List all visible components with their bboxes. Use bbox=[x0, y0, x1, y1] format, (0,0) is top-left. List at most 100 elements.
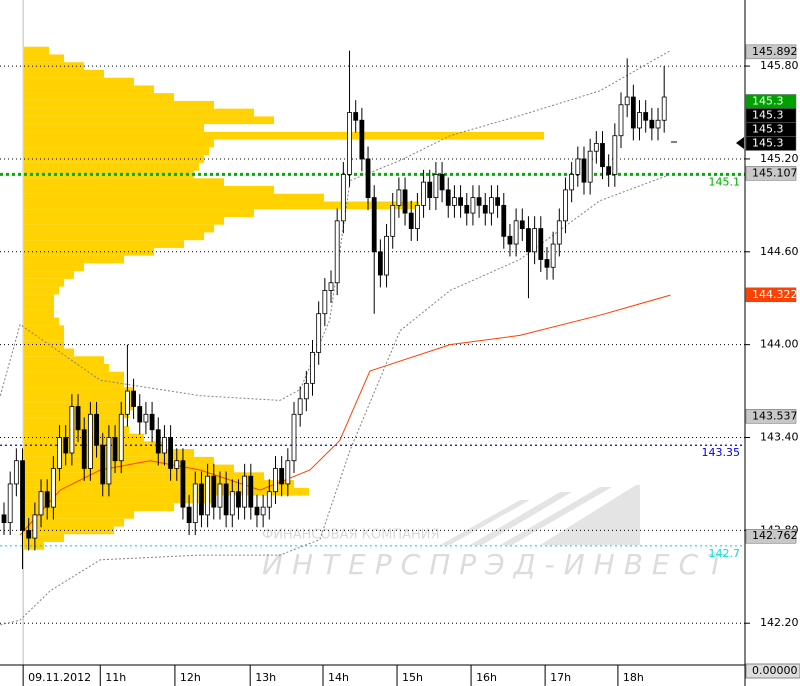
x-tick-label: 13h bbox=[255, 671, 276, 684]
watermark-text: ИНТЕРСПРЭД-ИНВЕСТ bbox=[262, 548, 733, 581]
x-tick-label: 16h bbox=[476, 671, 497, 684]
candle-body bbox=[125, 390, 130, 415]
candle-body bbox=[44, 491, 50, 508]
price-tag-label: 145.107 bbox=[752, 166, 798, 179]
profile-bar bbox=[24, 85, 154, 94]
profile-bar bbox=[24, 186, 274, 194]
candle-body bbox=[106, 437, 112, 485]
candle-body bbox=[57, 437, 62, 469]
candle-body bbox=[655, 119, 661, 129]
candle-body bbox=[359, 119, 365, 160]
subwindow-label: 0.00000 bbox=[752, 664, 798, 677]
price-tag-label: 145.3 bbox=[752, 136, 784, 149]
candle-body bbox=[433, 174, 439, 199]
candle-body bbox=[174, 460, 180, 469]
candle-body bbox=[402, 189, 408, 214]
candle-body bbox=[143, 413, 149, 423]
candle-body bbox=[7, 483, 13, 524]
candle-body bbox=[50, 468, 56, 508]
price-tag-label: 144.322 bbox=[752, 288, 798, 301]
profile-bar bbox=[24, 271, 74, 279]
candle-body bbox=[94, 413, 99, 446]
candle-body bbox=[476, 197, 482, 206]
candle-body bbox=[470, 197, 476, 214]
candle-body bbox=[266, 491, 272, 508]
profile-bar bbox=[24, 302, 54, 310]
lines-layer bbox=[0, 50, 671, 626]
candle-body bbox=[137, 406, 143, 423]
candle-body bbox=[353, 112, 359, 121]
price-tag bbox=[745, 44, 797, 60]
candle-body bbox=[118, 413, 124, 462]
profile-bar bbox=[24, 201, 419, 210]
profile-bar bbox=[24, 209, 254, 217]
candle-body bbox=[396, 189, 402, 206]
profile-bar bbox=[24, 294, 54, 303]
profile-bar bbox=[24, 309, 54, 318]
candle-body bbox=[236, 491, 241, 508]
candle-body bbox=[131, 390, 136, 407]
candle-body bbox=[581, 158, 587, 183]
x-tick-label: 18h bbox=[623, 671, 644, 684]
candle-body bbox=[87, 413, 93, 469]
profile-bar bbox=[24, 356, 104, 364]
candle-body bbox=[63, 437, 69, 454]
candle-body bbox=[112, 437, 118, 462]
x-tick-label: 09.11.2012 bbox=[28, 671, 91, 684]
candle-body bbox=[624, 96, 630, 106]
candle-body bbox=[155, 429, 161, 454]
candle-body bbox=[291, 413, 297, 462]
level-label: 142.7 bbox=[709, 547, 741, 560]
y-tick-label: 144.60 bbox=[760, 245, 799, 258]
candle-body bbox=[637, 112, 642, 129]
profile-bar bbox=[24, 379, 124, 388]
profile-bar bbox=[24, 232, 204, 241]
profile-bar bbox=[24, 116, 274, 125]
candle-body bbox=[464, 204, 470, 214]
price-tag-label: 143.537 bbox=[752, 409, 798, 422]
profile-bar bbox=[24, 263, 84, 272]
candle-body bbox=[310, 351, 315, 384]
candle-body bbox=[606, 166, 612, 175]
candle-body bbox=[427, 181, 433, 199]
profile-bar bbox=[24, 193, 324, 202]
price-tag bbox=[745, 287, 797, 303]
y-tick-label: 143.40 bbox=[760, 431, 799, 444]
candle-body bbox=[297, 398, 303, 415]
candle-body bbox=[340, 174, 346, 222]
candle-body bbox=[100, 444, 106, 485]
candle-body bbox=[544, 259, 550, 268]
candle-body bbox=[273, 468, 278, 493]
profile-bar bbox=[24, 325, 64, 334]
profile-bar bbox=[24, 240, 184, 248]
profile-bar bbox=[24, 541, 44, 550]
profile-bar bbox=[24, 472, 264, 481]
profile-bar bbox=[24, 62, 84, 70]
candle-body bbox=[192, 483, 198, 524]
candle-body bbox=[612, 135, 618, 175]
profile-bar bbox=[24, 224, 214, 233]
candle-body bbox=[199, 483, 204, 516]
profile-bar bbox=[24, 317, 59, 326]
profile-bar bbox=[24, 464, 234, 473]
axis-layer: 142.20142.80143.40144.00144.60145.20145.… bbox=[22, 44, 799, 686]
candle-body bbox=[20, 460, 25, 531]
candle-body bbox=[328, 282, 334, 291]
candle-body bbox=[414, 204, 420, 229]
profile-bar bbox=[24, 139, 214, 148]
price-tag-label: 145.3 bbox=[752, 94, 784, 107]
candle-body bbox=[390, 204, 396, 237]
candle-body bbox=[408, 212, 414, 229]
y-tick-label: 145.20 bbox=[760, 152, 799, 165]
candle-body bbox=[439, 174, 445, 191]
candle-body bbox=[519, 220, 525, 229]
candle-body bbox=[162, 437, 167, 454]
x-tick-label: 14h bbox=[328, 671, 349, 684]
candle-body bbox=[365, 158, 371, 199]
candle-body bbox=[322, 290, 328, 315]
level-label: 145.1 bbox=[709, 175, 741, 188]
candle-body bbox=[556, 220, 562, 245]
candle-body bbox=[347, 112, 352, 175]
candle-body bbox=[489, 197, 494, 214]
candle-body bbox=[538, 228, 544, 260]
